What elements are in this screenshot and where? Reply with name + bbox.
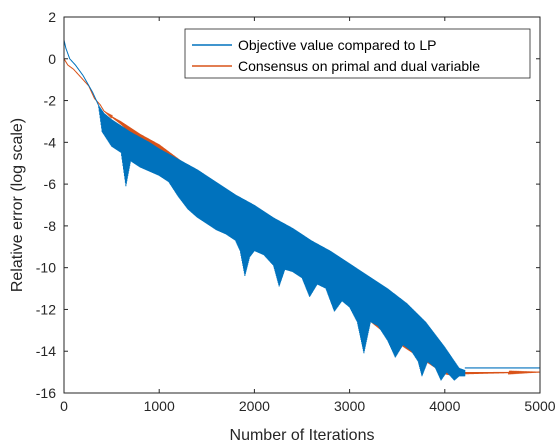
- x-tick-label: 2000: [239, 398, 270, 414]
- plot-area: [64, 17, 540, 393]
- y-axis-label: Relative error (log scale): [9, 118, 26, 292]
- y-tick-label: -12: [36, 301, 56, 317]
- y-tick-label: 0: [48, 51, 56, 67]
- plot-frame: [63, 16, 541, 394]
- y-tick-label: -8: [44, 218, 57, 234]
- series-line-0: [63, 39, 466, 381]
- x-tick-label: 4000: [429, 398, 460, 414]
- x-tick-label: 1000: [144, 398, 175, 414]
- series-layer: [63, 39, 541, 381]
- legend: Objective value compared to LP Consensus…: [184, 28, 531, 79]
- y-tick-label: -2: [44, 93, 57, 109]
- y-tick-label: 2: [48, 9, 56, 25]
- legend-label-objective: Objective value compared to LP: [238, 37, 436, 53]
- legend-box: [184, 28, 531, 79]
- y-tick-label: -4: [44, 134, 57, 150]
- legend-label-consensus: Consensus on primal and dual variable: [238, 58, 480, 74]
- x-tick-label: 0: [60, 398, 68, 414]
- x-tick-label: 3000: [334, 398, 365, 414]
- y-tick-label: -10: [36, 260, 56, 276]
- y-tick-label: -6: [44, 176, 57, 192]
- y-tick-label: -16: [36, 385, 56, 401]
- y-tick-label: -14: [36, 343, 56, 359]
- x-tick-label: 5000: [524, 398, 555, 414]
- ticks-layer: 0 1000 2000 3000 4000 5000 2 0 -2 -4 -6 -8 -10 -12 -14…: [36, 9, 556, 414]
- x-axis-label: Number of Iterations: [230, 427, 375, 443]
